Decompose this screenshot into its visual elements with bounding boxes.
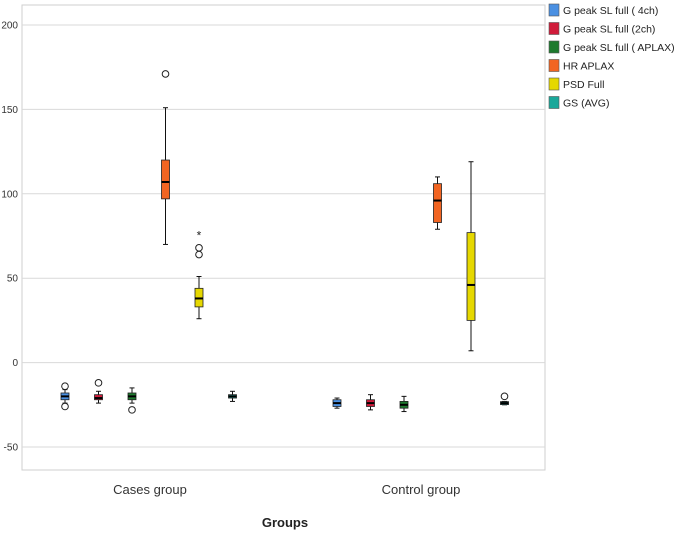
outlier-point (61, 402, 69, 411)
box-series: * (60, 70, 509, 414)
box-control-group (466, 161, 476, 352)
y-tick-label: -50 (4, 443, 19, 454)
legend-swatch (548, 59, 560, 72)
series-g-peak-sl-full-aplax (127, 387, 409, 414)
series-g-peak-sl-full-4ch (60, 382, 342, 411)
box-cases-group (127, 387, 137, 414)
legend-swatch (548, 40, 560, 54)
y-tick-label: 200 (1, 21, 18, 32)
y-tick-label: 0 (12, 358, 18, 369)
y-tick-label: 100 (1, 189, 18, 200)
box-cases-group: * (194, 229, 204, 320)
box-cases-group (161, 70, 170, 245)
x-axis-title: Groups (262, 515, 308, 530)
outlier-point (195, 244, 203, 252)
legend-item: G peak SL full ( APLAX) (548, 40, 675, 54)
legend-label: PSD Full (563, 79, 604, 91)
y-tick-labels: -50 0 50 100 150 200 (1, 21, 18, 454)
plot-frame (21, 4, 546, 471)
outlier-extreme: * (197, 229, 202, 243)
category-label: Control group (382, 482, 461, 497)
legend-label: G peak SL full (2ch) (563, 24, 655, 36)
outlier-point (128, 406, 136, 414)
outlier-point (195, 250, 203, 259)
box-control-group (366, 394, 375, 411)
box-cases-group (94, 379, 103, 404)
outlier-point (500, 392, 509, 401)
outlier-point (94, 379, 103, 387)
category-labels: Cases group Control group (113, 482, 460, 497)
legend-label: G peak SL full ( APLAX) (563, 42, 675, 54)
legend-label: G peak SL full ( 4ch) (563, 5, 658, 17)
outlier-point (61, 382, 69, 391)
legend-label: GS (AVG) (563, 98, 609, 110)
box-cases-group (60, 382, 70, 411)
outlier-point (161, 70, 170, 78)
iqr-box (466, 232, 476, 321)
y-tick-label: 150 (1, 105, 18, 116)
iqr-box (433, 183, 442, 223)
box-control-group (433, 176, 442, 230)
legend-item: G peak SL full (2ch) (548, 22, 655, 36)
series-psd-full: * (194, 161, 476, 352)
legend: G peak SL full ( 4ch) G peak SL full (2ch… (548, 3, 675, 110)
y-tick-label: 50 (7, 274, 19, 285)
legend-swatch (548, 96, 560, 109)
box-control-group (332, 397, 342, 409)
legend-item: G peak SL full ( 4ch) (548, 3, 658, 17)
iqr-box (161, 159, 170, 200)
category-label: Cases group (113, 482, 187, 497)
legend-swatch (548, 77, 560, 91)
legend-item: PSD Full (548, 77, 604, 91)
legend-swatch (548, 22, 560, 35)
series-gs-avg (228, 390, 509, 406)
box-cases-group (228, 390, 237, 402)
gridlines (22, 24, 545, 448)
box-control-group (500, 392, 509, 406)
legend-item: HR APLAX (548, 59, 614, 73)
box-control-group (399, 395, 409, 413)
series-hr-aplax (161, 70, 442, 245)
legend-swatch (548, 3, 560, 17)
series-g-peak-sl-full-2ch (94, 379, 375, 411)
legend-label: HR APLAX (563, 61, 614, 73)
legend-item: GS (AVG) (548, 96, 609, 110)
